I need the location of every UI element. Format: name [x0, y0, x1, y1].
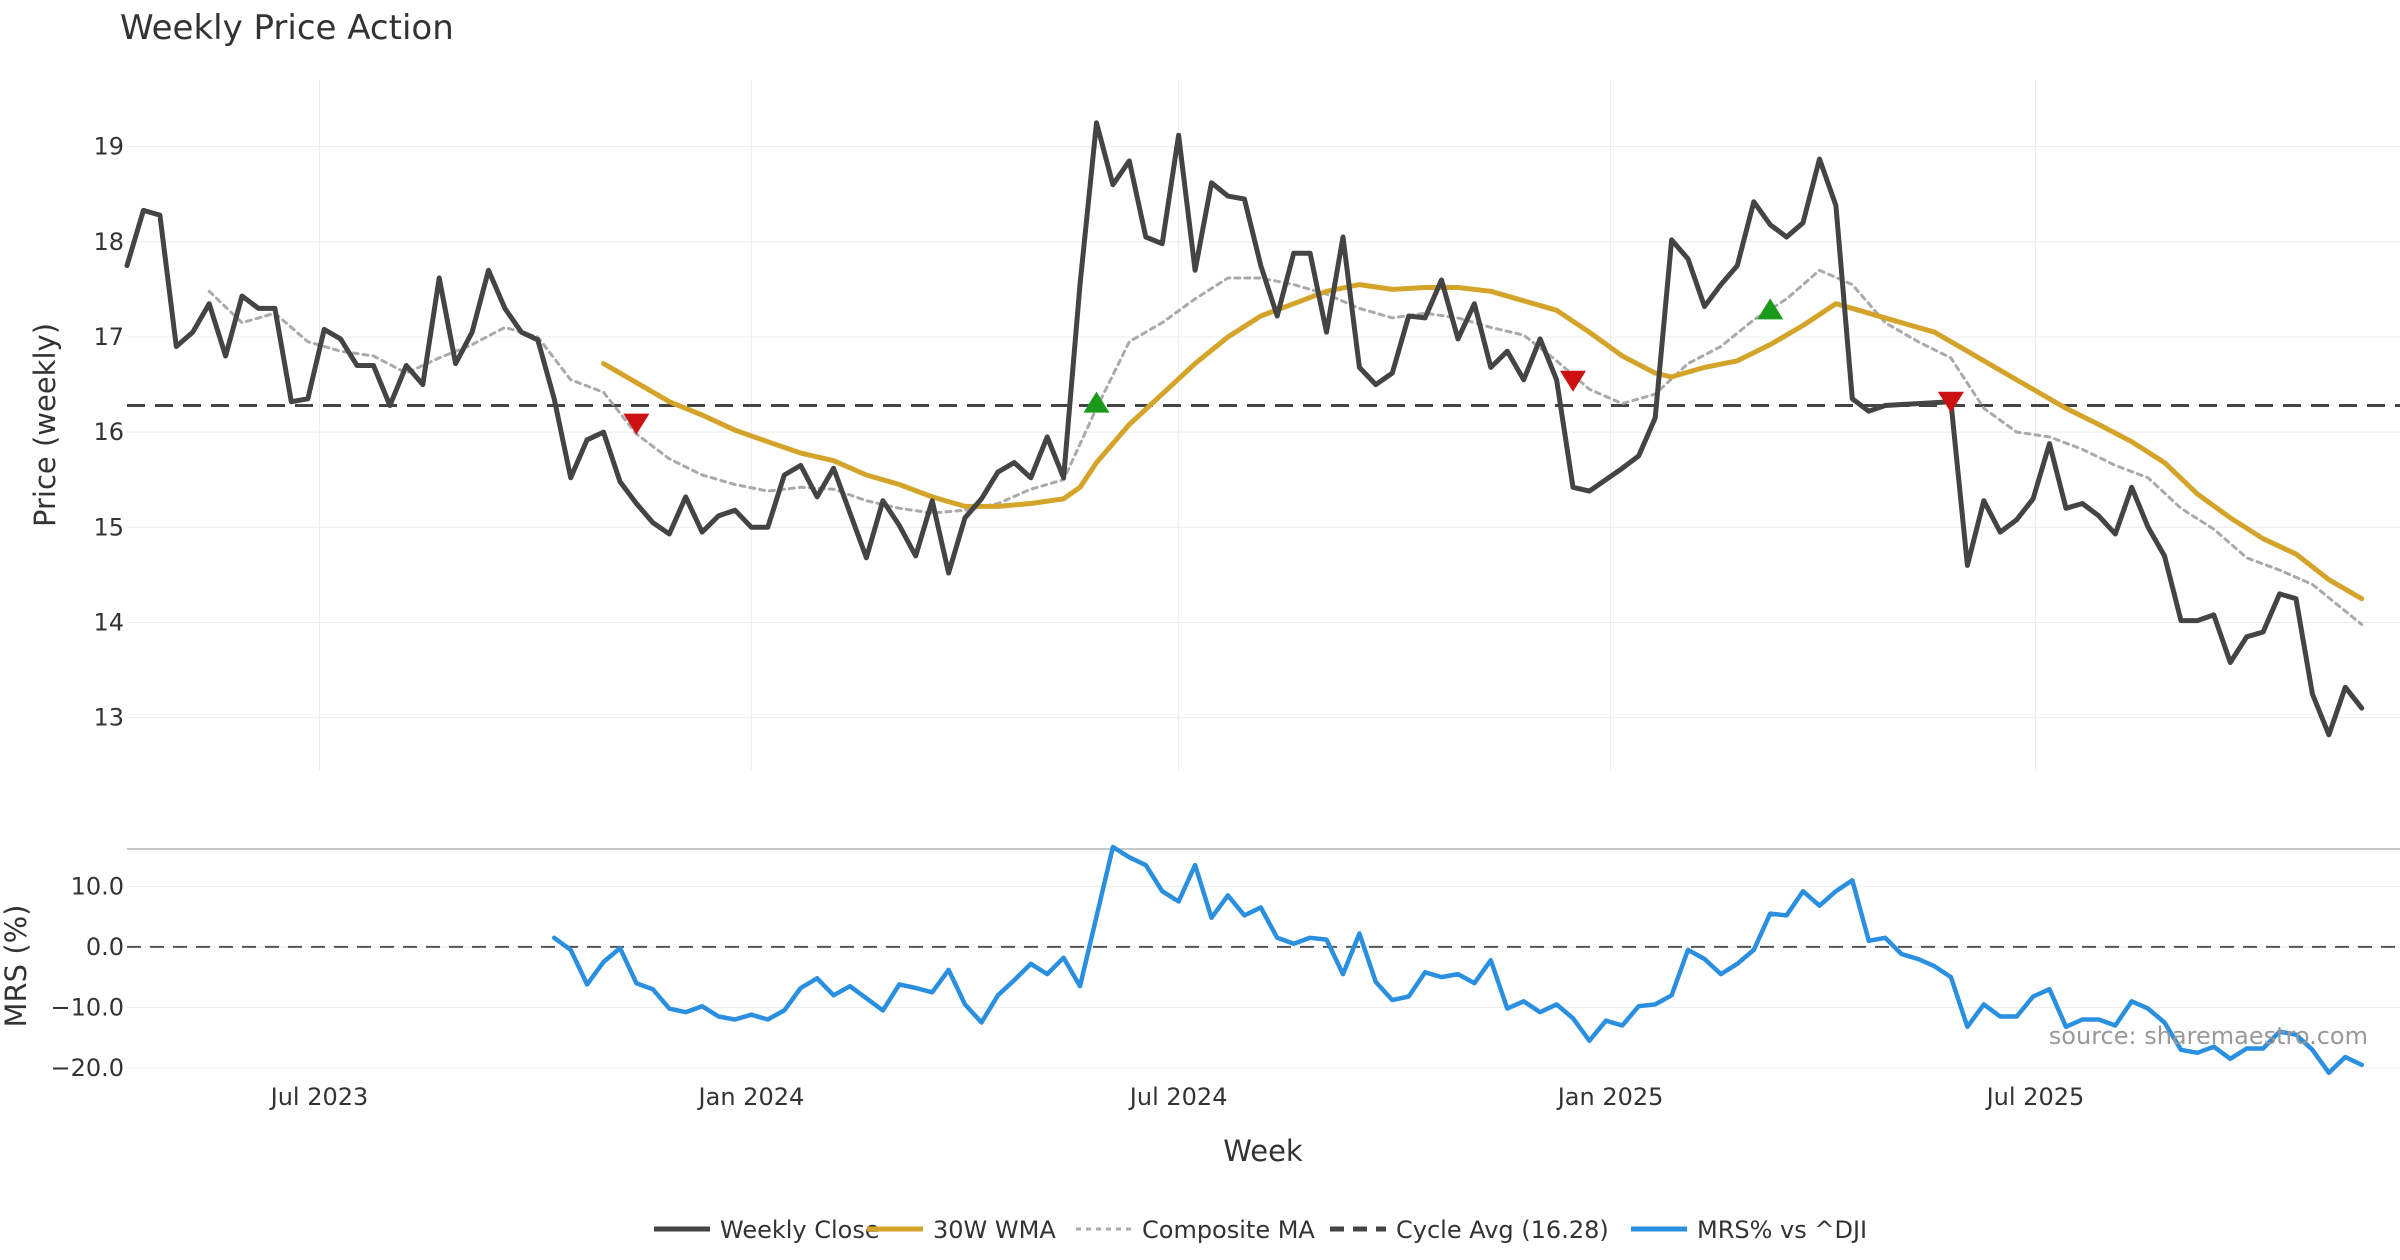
x-tick-label: Jul 2023 — [269, 1083, 369, 1111]
x-axis-ticks: Jul 2023 Jan 2024 Jul 2024 Jan 2025 Jul 2025 — [269, 1083, 2085, 1111]
mrs-y-tick-label: 0.0 — [86, 933, 124, 961]
price-y-tick-label: 13 — [93, 704, 124, 732]
mrs-y-tick-label: 10.0 — [71, 872, 124, 900]
series-composite-ma — [207, 268, 2364, 626]
price-y-tick-label: 15 — [93, 513, 124, 541]
source-label: source: sharemaestro.com — [2049, 1022, 2368, 1050]
price-y-tick-label: 14 — [93, 608, 124, 636]
x-tick-label: Jul 2024 — [1128, 1083, 1228, 1111]
signal-markers — [623, 298, 1964, 435]
mrs-series — [551, 844, 2364, 1076]
chart-title: Weekly Price Action — [120, 8, 454, 48]
legend-label: 30W WMA — [933, 1216, 1056, 1244]
signal-down-marker — [1937, 391, 1964, 413]
x-tick-label: Jan 2024 — [697, 1083, 805, 1111]
series-weekly-close — [124, 120, 2365, 738]
mrs-y-tick-label: −10.0 — [50, 993, 124, 1021]
price-y-tick-label: 19 — [93, 133, 124, 161]
signal-up-marker — [1083, 391, 1110, 413]
legend: Weekly Close 30W WMA Composite MA Cycle Avg… — [654, 1216, 1867, 1244]
legend-label: Cycle Avg (16.28) — [1396, 1216, 1609, 1244]
x-axis-label: Week — [1223, 1134, 1303, 1168]
price-y-ticks: 13 14 15 16 17 18 19 — [93, 133, 124, 732]
price-series — [124, 120, 2365, 738]
mrs-y-tick-label: −20.0 — [50, 1054, 124, 1082]
legend-label: Weekly Close — [720, 1216, 880, 1244]
x-tick-label: Jul 2025 — [1985, 1083, 2085, 1111]
x-tick-label: Jan 2025 — [1556, 1083, 1664, 1111]
price-panel: 13 14 15 16 17 18 19 Price (weekly) — [28, 80, 2400, 770]
price-y-tick-label: 17 — [93, 323, 124, 351]
price-y-tick-label: 16 — [93, 418, 124, 446]
legend-label: Composite MA — [1142, 1216, 1315, 1244]
series-mrs-vs-dji — [551, 844, 2364, 1076]
mrs-y-ticks: 10.0 0.0 −10.0 −20.0 — [50, 872, 124, 1082]
signal-down-marker — [1560, 370, 1586, 392]
signal-up-marker — [1757, 298, 1784, 320]
mrs-panel: 10.0 0.0 −10.0 −20.0 MRS (%) source: sharem… — [0, 844, 2400, 1082]
price-y-axis-label: Price (weekly) — [28, 323, 62, 527]
signal-down-marker — [623, 413, 650, 435]
mrs-y-axis-label: MRS (%) — [0, 905, 33, 1028]
legend-label: MRS% vs ^DJI — [1697, 1216, 1867, 1244]
price-y-tick-label: 18 — [93, 228, 124, 256]
price-grid — [127, 80, 2400, 770]
series-30w-wma — [601, 282, 2365, 602]
